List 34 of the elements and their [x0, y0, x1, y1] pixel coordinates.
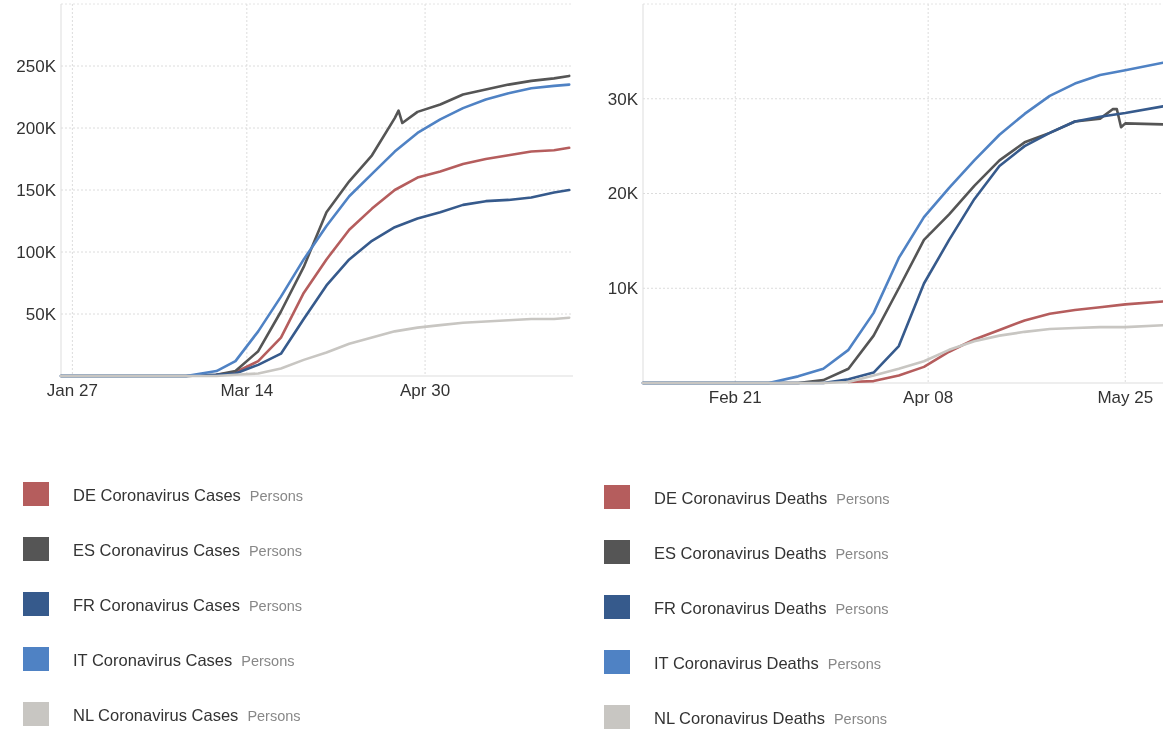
text: Persons — [248, 598, 303, 614]
text: Persons — [833, 711, 888, 727]
text: Persons — [249, 488, 304, 504]
x-tick-label: Feb 21 — [708, 388, 762, 407]
legend-label: DE Coronavirus Cases — [73, 486, 241, 504]
y-tick-label: 150K — [16, 180, 57, 200]
y-tick-label: 20K — [607, 184, 639, 204]
y-tick-label: 10K — [607, 279, 639, 299]
legend-label: NL Coronavirus Cases — [73, 706, 239, 724]
legend-label: FR Coronavirus Cases — [73, 596, 240, 614]
text: Persons — [835, 546, 889, 562]
text: Persons — [247, 708, 301, 724]
y-tick-label: 250K — [16, 56, 57, 76]
text: Persons — [248, 543, 303, 559]
y-tick-label: 200K — [16, 118, 57, 138]
legend-label: ES Coronavirus Cases — [73, 541, 240, 559]
legend-label: NL Coronavirus Deaths — [654, 709, 825, 727]
y-tick-label: 50K — [25, 304, 57, 324]
text: Persons — [827, 656, 881, 672]
x-tick-label: Jan 27 — [46, 381, 98, 400]
text: Persons — [836, 491, 890, 507]
x-tick-label: Apr 08 — [903, 388, 954, 407]
legend-label: IT Coronavirus Cases — [73, 651, 233, 669]
x-tick-label: Mar 14 — [220, 381, 274, 400]
y-tick-label: 30K — [607, 89, 639, 109]
legend-label: ES Coronavirus Deaths — [654, 544, 827, 562]
legend-label: FR Coronavirus Deaths — [654, 599, 827, 617]
text: Persons — [835, 601, 889, 617]
legend-label: DE Coronavirus Deaths — [654, 489, 828, 507]
x-tick-label: Apr 30 — [400, 381, 451, 400]
x-tick-label: May 25 — [1097, 388, 1154, 407]
y-tick-label: 100K — [16, 242, 57, 262]
legend-label: IT Coronavirus Deaths — [654, 654, 819, 672]
text: Persons — [241, 653, 295, 669]
